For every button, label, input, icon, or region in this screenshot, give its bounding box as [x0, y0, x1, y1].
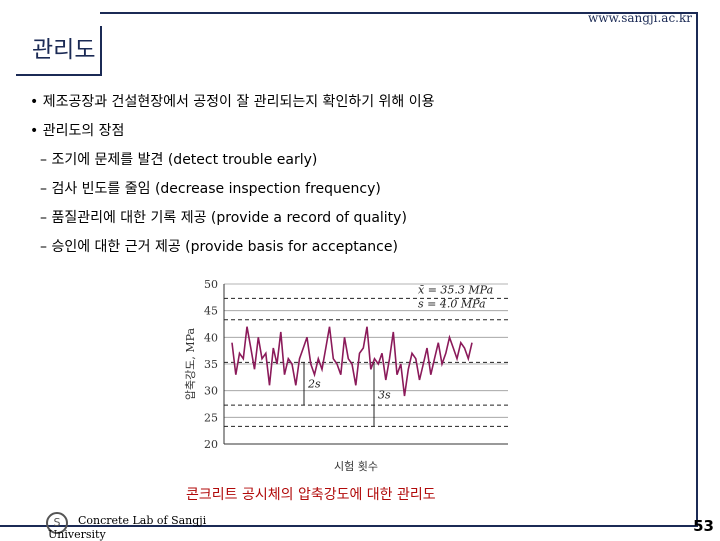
- page-title: 관리도: [32, 37, 96, 63]
- y-axis-label: 압축강도, MPa: [184, 327, 197, 400]
- y-tick-label: 50: [204, 278, 218, 291]
- y-tick-label: 35: [204, 358, 218, 371]
- control-chart: 20 25 30 35 40 45 50 압축강도, MPa 시험 횟수 2s 3s x̄ = 35.…: [180, 272, 520, 482]
- footer-lab-name: Concrete Lab of Sangji: [78, 514, 207, 527]
- bullet-item: • 관리도의 장점: [30, 123, 125, 139]
- sub-point-item: – 검사 빈도를 줄임 (decrease inspection frequen…: [40, 181, 381, 197]
- chart-caption: 콘크리트 공시체의 압축강도에 대한 관리도: [186, 487, 436, 503]
- annotation-3s: 3s: [378, 388, 391, 401]
- university-logo-icon: S: [46, 512, 68, 534]
- y-tick-label: 30: [204, 385, 218, 398]
- footer-university: University: [48, 528, 106, 541]
- data-series-line: [231, 326, 473, 397]
- sub-point-item: – 승인에 대한 근거 제공 (provide basis for accept…: [40, 239, 398, 255]
- bullet-list: • 제조공장과 건설현장에서 공정이 잘 관리되는지 확인하기 위해 이용 • …: [30, 88, 435, 262]
- y-tick-label: 45: [204, 305, 218, 318]
- frame-right-border: [696, 12, 698, 527]
- y-tick-label: 25: [204, 411, 218, 424]
- x-axis-label: 시험 횟수: [334, 460, 378, 473]
- y-tick-label: 40: [204, 331, 218, 344]
- control-chart-svg: 20 25 30 35 40 45 50 압축강도, MPa 시험 횟수 2s 3s x̄ = 35.…: [184, 278, 508, 473]
- annotation-std: s = 4.0 MPa: [418, 297, 486, 310]
- title-box: [16, 26, 102, 76]
- frame-bottom-border: [0, 525, 698, 527]
- bullet-item: • 제조공장과 건설현장에서 공정이 잘 관리되는지 확인하기 위해 이용: [30, 94, 435, 110]
- page-number: 53: [693, 517, 714, 535]
- annotation-2s: 2s: [307, 378, 321, 391]
- sub-point-item: – 품질관리에 대한 기록 제공 (provide a record of qu…: [40, 210, 407, 226]
- annotation-mean: x̄ = 35.3 MPa: [418, 284, 493, 297]
- sub-point-item: – 조기에 문제를 발견 (detect trouble early): [40, 152, 318, 168]
- frame-top-border: [100, 12, 698, 14]
- y-tick-label: 20: [204, 438, 218, 451]
- header-url: www.sangji.ac.kr: [588, 11, 692, 25]
